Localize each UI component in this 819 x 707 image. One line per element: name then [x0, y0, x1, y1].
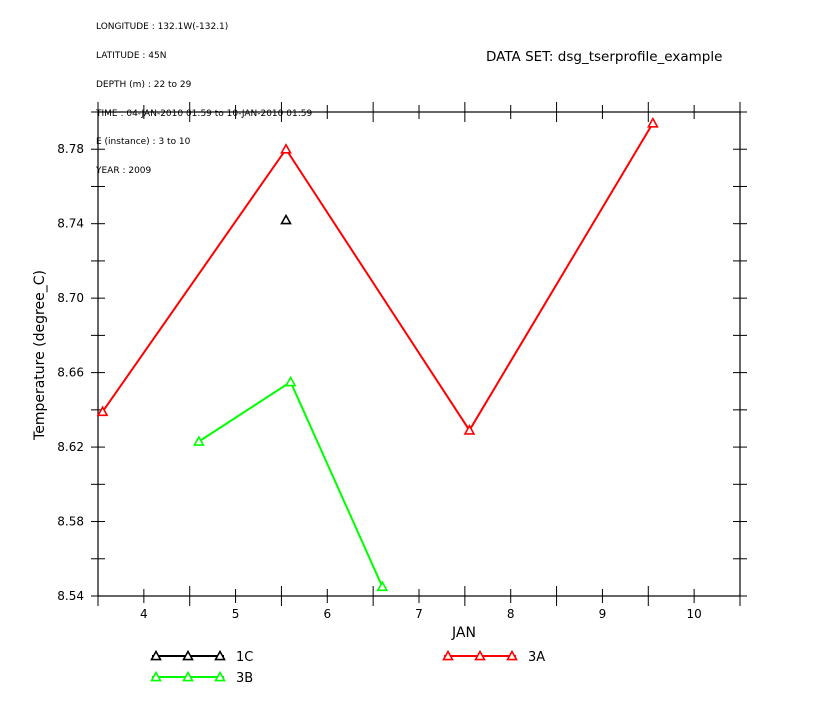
y-tick-label: 8.74	[57, 217, 84, 231]
x-tick-label: 7	[415, 607, 423, 621]
x-tick-label: 6	[323, 607, 331, 621]
header-depth: DEPTH (m) : 22 to 29	[96, 79, 192, 90]
data-point	[376, 580, 389, 592]
legend: 1C 3B 3A	[150, 649, 545, 686]
series-line	[198, 380, 384, 588]
y-axis-title: Temperature (degree_C)	[32, 270, 48, 441]
data-point	[280, 143, 292, 154]
legend-item-3b: 3B	[150, 670, 253, 686]
y-tick-label: 8.70	[57, 291, 84, 305]
x-tick-label: 4	[140, 607, 148, 621]
series-layer	[96, 117, 659, 592]
header-time: TIME : 04-JAN-2010 01:59 to 10-JAN-2010 …	[96, 108, 313, 119]
data-point	[284, 375, 297, 387]
data-point	[463, 424, 476, 435]
y-tick-label: 8.58	[57, 515, 84, 529]
legend-marker	[182, 649, 194, 661]
x-axis-title: JAN	[451, 625, 476, 641]
data-point	[193, 435, 205, 446]
y-tick-label: 8.62	[57, 440, 84, 454]
legend-marker	[214, 649, 226, 661]
legend-label: 1C	[236, 650, 253, 665]
header-longitude: LONGITUDE : 132.1W(-132.1)	[96, 22, 229, 33]
legend-marker	[150, 649, 162, 661]
x-tick-label: 9	[599, 607, 607, 621]
y-tick-label: 8.54	[57, 589, 84, 603]
x-tick-label: 5	[232, 607, 240, 621]
y-tick-label: 8.66	[57, 366, 84, 380]
header-latitude: LATITUDE : 45N	[96, 50, 167, 61]
data-point	[280, 213, 292, 225]
x-tick-label: 8	[507, 607, 515, 621]
legend-label: 3B	[236, 671, 253, 686]
series-3b	[193, 375, 389, 592]
legend-marker	[182, 670, 194, 682]
legend-item-3a: 3A	[442, 649, 545, 665]
legend-item-1c: 1C	[150, 649, 253, 665]
series-3a	[96, 117, 659, 435]
series-line	[101, 122, 654, 433]
data-point	[647, 117, 659, 128]
plot-header: LONGITUDE : 132.1W(-132.1) LATITUDE : 45…	[96, 4, 312, 186]
x-tick-label: 10	[687, 607, 702, 621]
legend-marker	[442, 649, 454, 661]
header-year: YEAR : 2009	[96, 166, 152, 177]
header-instance: E (instance) : 3 to 10	[96, 137, 191, 148]
series-1c	[280, 213, 292, 225]
y-tick-label: 8.78	[57, 142, 84, 156]
dataset-title: DATA SET: dsg_tserprofile_example	[486, 49, 723, 65]
legend-marker	[214, 670, 226, 682]
legend-marker	[150, 670, 162, 682]
data-point	[96, 405, 109, 417]
legend-marker	[474, 649, 486, 661]
legend-marker	[506, 649, 518, 661]
legend-label: 3A	[528, 650, 545, 665]
plot-axes: 4 5 6 7 8 9 10 8.54 8.58 8.62 8.66 8.70 8.74 8.78	[57, 102, 747, 621]
